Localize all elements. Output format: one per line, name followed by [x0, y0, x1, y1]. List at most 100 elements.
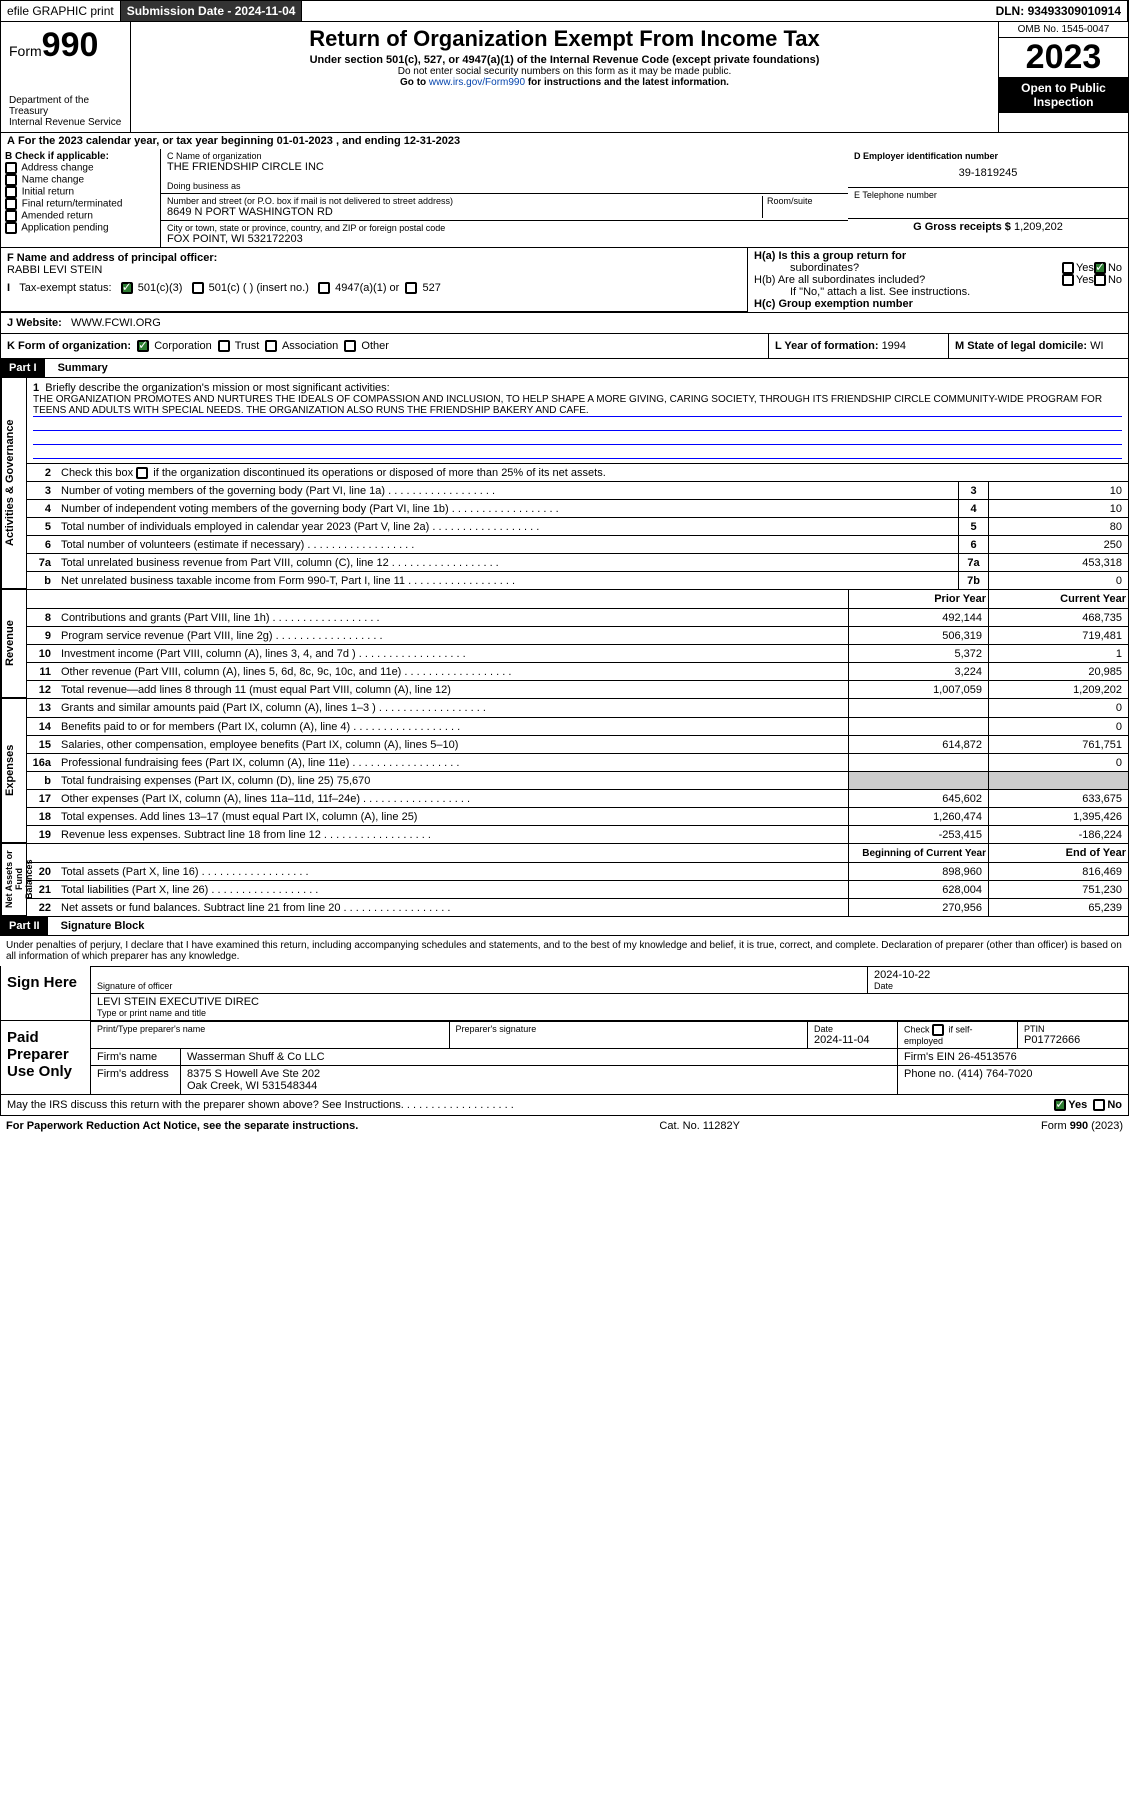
year-formed: 1994: [882, 340, 906, 352]
org-name: THE FRIENDSHIP CIRCLE INC: [167, 161, 842, 173]
hc: H(c) Group exemption number: [754, 298, 1122, 310]
k-corp[interactable]: [137, 340, 149, 352]
sign-here: Sign Here: [1, 966, 91, 1020]
l5-val: 80: [988, 518, 1128, 535]
l4-txt: Number of independent voting members of …: [57, 501, 958, 517]
form-title: Return of Organization Exempt From Incom…: [135, 26, 994, 52]
ha-no[interactable]: [1094, 262, 1106, 274]
part2-title: Signature Block: [51, 920, 145, 932]
discuss-yes[interactable]: [1054, 1099, 1066, 1111]
b-header: B Check if applicable:: [5, 151, 109, 162]
discuss-no[interactable]: [1093, 1099, 1105, 1111]
chk-pending[interactable]: Application pending: [5, 222, 156, 234]
hb: H(b) Are all subordinates included?: [754, 274, 1062, 286]
tax-year: 2023: [999, 38, 1128, 77]
open-inspect: Open to Public Inspection: [999, 77, 1128, 113]
chk-501c3[interactable]: [121, 282, 133, 294]
l3-txt: Number of voting members of the governin…: [57, 483, 958, 499]
row-klm: K Form of organization: Corporation Trus…: [0, 334, 1129, 359]
k-assoc[interactable]: [265, 340, 277, 352]
website: WWW.FCWI.ORG: [71, 317, 161, 329]
l6-txt: Total number of volunteers (estimate if …: [57, 537, 958, 553]
domicile: WI: [1090, 340, 1103, 352]
officer: RABBI LEVI STEIN: [7, 264, 741, 276]
period-row: A For the 2023 calendar year, or tax yea…: [0, 133, 1129, 149]
mission-lbl: Briefly describe the organization's miss…: [45, 382, 389, 394]
room-lbl: Room/suite: [767, 196, 842, 206]
k-trust[interactable]: [218, 340, 230, 352]
chk-name[interactable]: Name change: [5, 174, 156, 186]
chk-527[interactable]: [405, 282, 417, 294]
irs: Internal Revenue Service: [9, 117, 122, 128]
chk-amended[interactable]: Amended return: [5, 210, 156, 222]
addr-lbl: Number and street (or P.O. box if mail i…: [167, 196, 762, 206]
l7a-val: 453,318: [988, 554, 1128, 571]
side-gov: Activities & Governance: [1, 378, 27, 589]
l6-val: 250: [988, 536, 1128, 553]
ssn-note: Do not enter social security numbers on …: [135, 66, 994, 77]
omb: OMB No. 1545-0047: [999, 22, 1128, 38]
self-emp-chk[interactable]: [932, 1024, 944, 1036]
dln: DLN: 93493309010914: [990, 1, 1128, 21]
city-lbl: City or town, state or province, country…: [167, 223, 842, 233]
mission-text: THE ORGANIZATION PROMOTES AND NURTURES T…: [33, 394, 1122, 417]
row-j: J Website: WWW.FCWI.ORG: [0, 313, 1129, 334]
paid-prep: Paid Preparer Use Only: [1, 1021, 91, 1094]
sign-date: 2024-10-22: [874, 969, 1122, 981]
city: FOX POINT, WI 532172203: [167, 233, 842, 245]
firm-addr: 8375 S Howell Ave Ste 202: [187, 1068, 891, 1080]
discuss-row: May the IRS discuss this return with the…: [0, 1095, 1129, 1116]
chk-initial[interactable]: Initial return: [5, 186, 156, 198]
l2-chk[interactable]: [136, 467, 148, 479]
chk-4947[interactable]: [318, 282, 330, 294]
ha-yes[interactable]: [1062, 262, 1074, 274]
hdr-py: Prior Year: [848, 590, 988, 608]
chk-addr[interactable]: Address change: [5, 162, 156, 174]
block-bcde: B Check if applicable: Address change Na…: [0, 149, 1129, 248]
l5-txt: Total number of individuals employed in …: [57, 519, 958, 535]
l2: Check this box if the organization disco…: [57, 465, 1128, 481]
l7a-txt: Total unrelated business revenue from Pa…: [57, 555, 958, 571]
firm-name: Wasserman Shuff & Co LLC: [181, 1049, 898, 1065]
hb2: If "No," attach a list. See instructions…: [754, 286, 1122, 298]
hb-yes[interactable]: [1062, 274, 1074, 286]
footer: For Paperwork Reduction Act Notice, see …: [0, 1116, 1129, 1136]
part2-hdr: Part II: [1, 917, 48, 935]
row-fgh: F Name and address of principal officer:…: [0, 248, 1129, 313]
chk-501c[interactable]: [192, 282, 204, 294]
addr: 8649 N PORT WASHINGTON RD: [167, 206, 762, 218]
gross-receipts: 1,209,202: [1014, 221, 1063, 233]
k-other[interactable]: [344, 340, 356, 352]
e-lbl: E Telephone number: [854, 190, 1122, 200]
c-name-lbl: C Name of organization: [167, 151, 842, 161]
side-exp: Expenses: [1, 699, 27, 843]
ptin: P01772666: [1024, 1034, 1122, 1046]
l7b-txt: Net unrelated business taxable income fr…: [57, 573, 958, 589]
form-number: Form990: [9, 26, 122, 65]
side-rev: Revenue: [1, 590, 27, 698]
dba-lbl: Doing business as: [167, 181, 842, 191]
l4-val: 10: [988, 500, 1128, 517]
officer-name: LEVI STEIN EXECUTIVE DIREC: [97, 996, 1122, 1008]
submission-date-btn[interactable]: Submission Date - 2024-11-04: [121, 1, 303, 21]
hdr-cy: Current Year: [988, 590, 1128, 608]
part1-hdr: Part I: [1, 359, 45, 377]
hb-no[interactable]: [1094, 274, 1106, 286]
l3-val: 10: [988, 482, 1128, 499]
dept: Department of the Treasury: [9, 95, 122, 117]
perjury-decl: Under penalties of perjury, I declare th…: [0, 936, 1129, 966]
f-lbl: F Name and address of principal officer:: [7, 252, 741, 264]
ha: H(a) Is this a group return for: [754, 250, 1122, 262]
firm-ein: 26-4513576: [958, 1051, 1017, 1063]
ein: 39-1819245: [854, 161, 1122, 185]
goto-link: Go to www.irs.gov/Form990 for instructio…: [135, 77, 994, 88]
d-lbl: D Employer identification number: [854, 151, 1122, 161]
firm-city: Oak Creek, WI 531548344: [187, 1080, 891, 1092]
chk-final[interactable]: Final return/terminated: [5, 198, 156, 210]
part1-title: Summary: [48, 362, 108, 374]
topbar: efile GRAPHIC print Submission Date - 20…: [0, 0, 1129, 22]
l7b-val: 0: [988, 572, 1128, 589]
g-lbl: G Gross receipts $: [913, 221, 1014, 233]
irs-url[interactable]: www.irs.gov/Form990: [429, 77, 525, 88]
firm-phone: (414) 764-7020: [957, 1068, 1032, 1080]
